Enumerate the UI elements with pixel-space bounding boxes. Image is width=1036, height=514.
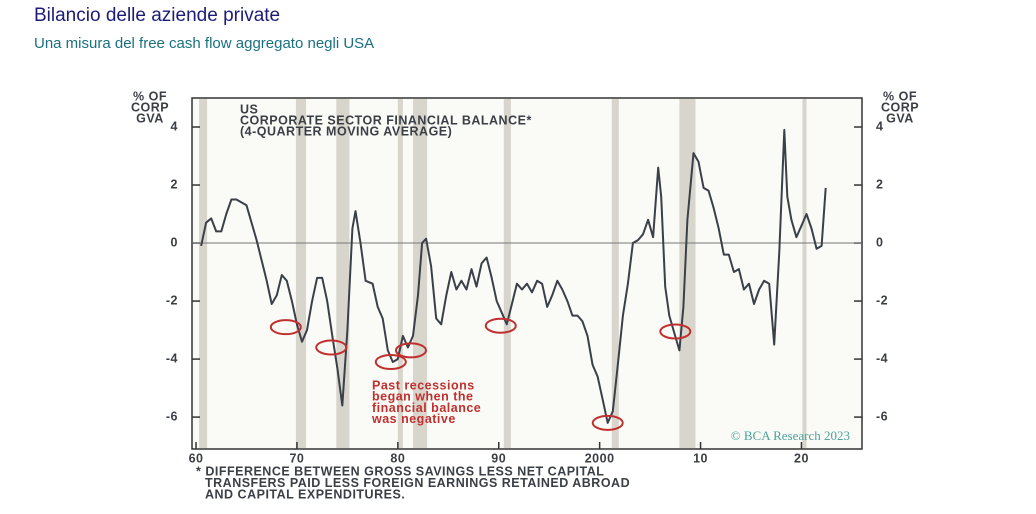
- y-tick-label: 0: [171, 235, 178, 249]
- x-tick-label: 10: [693, 451, 708, 465]
- recession-band: [679, 99, 696, 448]
- recession-band: [802, 99, 807, 448]
- y2-tick-label: -2: [876, 293, 888, 307]
- annotation: was negative: [371, 412, 456, 426]
- y-tick-label: -2: [166, 293, 178, 307]
- highlight-circle: [659, 323, 692, 340]
- recession-band: [503, 99, 511, 448]
- recession-band: [295, 99, 307, 448]
- y2-tick-label: -4: [876, 351, 888, 365]
- highlight-circle: [269, 319, 302, 336]
- highlight-circle: [315, 339, 348, 356]
- y-tick-label: 2: [171, 177, 178, 191]
- footnote: * DIFFERENCE BETWEEN GROSS SAVINGS LESS …: [196, 464, 604, 478]
- annotation: began when the: [372, 390, 473, 404]
- x-tick-label: 20: [794, 451, 809, 465]
- recession-band: [397, 99, 403, 448]
- x-tick-label: 2000: [585, 451, 615, 465]
- y-tick-label: -6: [166, 409, 178, 423]
- watermark: © BCA Research 2023: [731, 428, 850, 443]
- chart-title: (4-QUARTER MOVING AVERAGE): [240, 124, 452, 138]
- highlight-circle: [374, 353, 407, 370]
- y-axis-label: % OF: [133, 89, 167, 103]
- y2-tick-label: 2: [876, 177, 883, 191]
- footnote: TRANSFERS PAID LESS FOREIGN EARNINGS RET…: [205, 476, 630, 490]
- chart-title: US: [240, 102, 258, 116]
- y-tick-label: -4: [166, 351, 178, 365]
- y-axis-label: GVA: [136, 111, 164, 125]
- y-axis-label: CORP: [131, 100, 169, 114]
- y2-tick-label: -6: [876, 409, 888, 423]
- page-title: Bilancio delle aziende private: [34, 5, 280, 26]
- page-subtitle: Una misura del free cash flow aggregato …: [34, 35, 374, 52]
- highlight-circle: [484, 317, 517, 334]
- footnote: AND CAPITAL EXPENDITURES.: [205, 487, 405, 501]
- series-line: [200, 128, 827, 424]
- y2-tick-label: 4: [876, 119, 883, 133]
- recession-band: [611, 99, 619, 448]
- recession-band: [199, 99, 208, 448]
- highlight-circle: [591, 414, 624, 431]
- annotation: financial balance: [372, 401, 481, 415]
- y-tick-label: 4: [171, 119, 178, 133]
- y2-axis-label: CORP: [881, 100, 919, 114]
- x-tick-label: 60: [189, 451, 204, 465]
- plot-frame: [191, 97, 863, 450]
- y2-tick-label: 0: [876, 235, 883, 249]
- annotation: Past recessions: [372, 378, 475, 392]
- x-tick-label: 90: [491, 451, 506, 465]
- chart-title: CORPORATE SECTOR FINANCIAL BALANCE*: [240, 113, 532, 127]
- y2-axis-label: % OF: [883, 89, 917, 103]
- x-tick-label: 80: [390, 451, 405, 465]
- x-tick-label: 70: [289, 451, 304, 465]
- y2-axis-label: GVA: [886, 111, 914, 125]
- highlight-circle: [394, 342, 427, 359]
